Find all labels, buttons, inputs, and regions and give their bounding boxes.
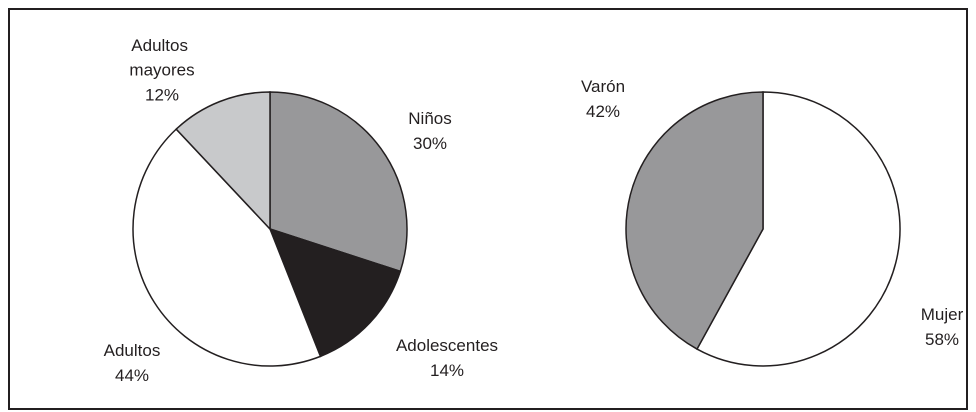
value-label: 14% <box>430 361 464 380</box>
value-label: 44% <box>115 366 149 385</box>
value-label: 30% <box>413 134 447 153</box>
slice-label: Varón <box>581 77 625 96</box>
frame <box>8 8 968 410</box>
slice-label: Mujer <box>921 305 964 324</box>
pie-slice <box>625 91 764 351</box>
value-label: 58% <box>925 330 959 349</box>
pie-slice <box>269 91 408 273</box>
slice-label: Adultos <box>104 341 161 360</box>
pie-slice <box>175 91 271 231</box>
slice-label: Adultos mayores <box>129 36 194 80</box>
pie-slice <box>268 227 402 358</box>
pie-slice <box>695 91 901 367</box>
slice-label: Adolescentes <box>396 336 498 355</box>
pie-slice <box>132 128 322 367</box>
value-label: 42% <box>586 102 620 121</box>
slice-label: Niños <box>408 109 451 128</box>
value-label: 12% <box>145 85 179 104</box>
